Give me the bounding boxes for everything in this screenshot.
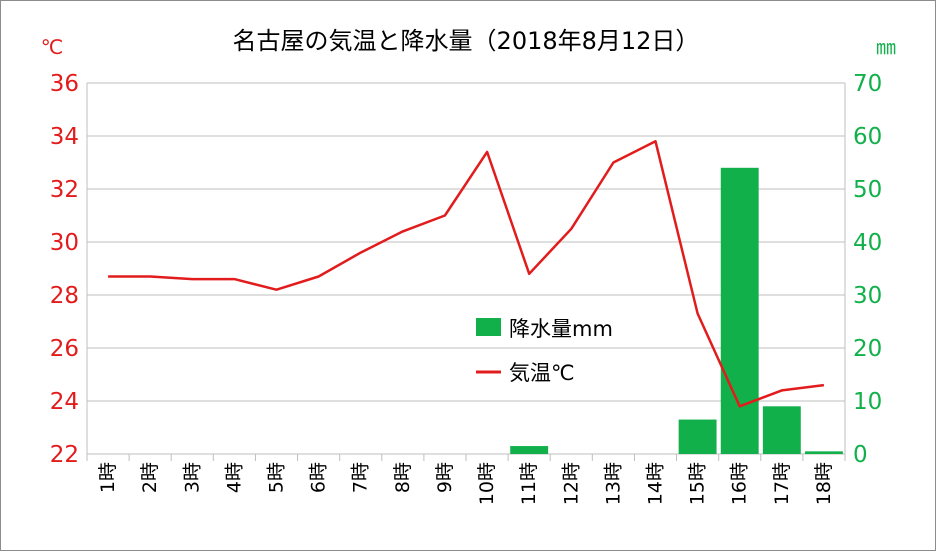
right-axis-tick-label: 50: [853, 177, 882, 203]
x-axis-tick-label: 3時: [181, 462, 203, 493]
left-axis-tick-label: 26: [50, 336, 79, 362]
x-axis-tick-label: 11時: [518, 462, 540, 505]
legend-label-temperature: 気温℃: [509, 361, 575, 385]
right-axis-tick-label: 60: [853, 124, 882, 150]
right-axis-tick-label: 40: [853, 230, 882, 256]
x-axis-tick-label: 10時: [476, 462, 498, 505]
chart-title: 名古屋の気温と降水量（2018年8月12日）: [233, 27, 700, 55]
x-axis-tick-label: 14時: [645, 462, 667, 505]
x-axis-tick-label: 5時: [266, 462, 288, 493]
x-axis-tick-label: 17時: [771, 462, 793, 505]
axes: [86, 83, 846, 461]
precipitation-bar: [804, 451, 843, 454]
left-axis-tick-label: 30: [50, 230, 79, 256]
right-axis-unit: ㎜: [876, 35, 896, 59]
x-axis-tick-label: 18時: [813, 462, 835, 505]
precipitation-bar: [510, 446, 549, 454]
right-axis-tick-label: 30: [853, 283, 882, 309]
right-axis-tick-label: 0: [853, 442, 868, 468]
x-axis-tick-label: 7時: [350, 462, 372, 493]
x-axis-tick-label: 12時: [560, 462, 582, 505]
x-axis-tick-label: 4時: [223, 462, 245, 493]
x-axis-tick-label: 2時: [139, 462, 161, 493]
x-axis-tick-label: 15時: [687, 462, 709, 505]
left-axis-unit: ℃: [41, 35, 63, 59]
left-axis-tick-label: 34: [50, 124, 79, 150]
left-axis-tick-label: 32: [50, 177, 79, 203]
x-axis-tick-label: 1時: [97, 462, 119, 493]
x-axis-tick-label: 8時: [392, 462, 414, 493]
temperature-line: [108, 140, 825, 408]
x-axis-tick-label: 9時: [434, 462, 456, 493]
legend-label-precipitation: 降水量mm: [509, 317, 613, 341]
legend-bar-swatch: [476, 318, 501, 336]
x-axis-tick-label: 6時: [308, 462, 330, 493]
tick-labels: 22 0 24 10 26 20 28 30 30 40 32 50 34 60 36 70 1時 2時 3時 4時 5…: [50, 71, 883, 505]
legend: 降水量mm 気温℃: [476, 317, 613, 385]
right-axis-tick-label: 20: [853, 336, 882, 362]
precipitation-bar: [720, 167, 759, 455]
right-axis-tick-label: 10: [853, 389, 882, 415]
x-axis-tick-label: 16時: [729, 462, 751, 505]
left-axis-tick-label: 36: [50, 71, 79, 97]
precipitation-bar: [762, 406, 801, 454]
precipitation-bars: [510, 167, 843, 455]
right-axis-tick-label: 70: [853, 71, 882, 97]
x-axis-tick-label: 13時: [602, 462, 624, 505]
left-axis-tick-label: 24: [50, 389, 79, 415]
gridlines: [87, 82, 845, 402]
precipitation-bar: [678, 419, 717, 454]
left-axis-tick-label: 22: [50, 442, 79, 468]
left-axis-tick-label: 28: [50, 283, 79, 309]
temperature-series-line: [108, 140, 825, 408]
